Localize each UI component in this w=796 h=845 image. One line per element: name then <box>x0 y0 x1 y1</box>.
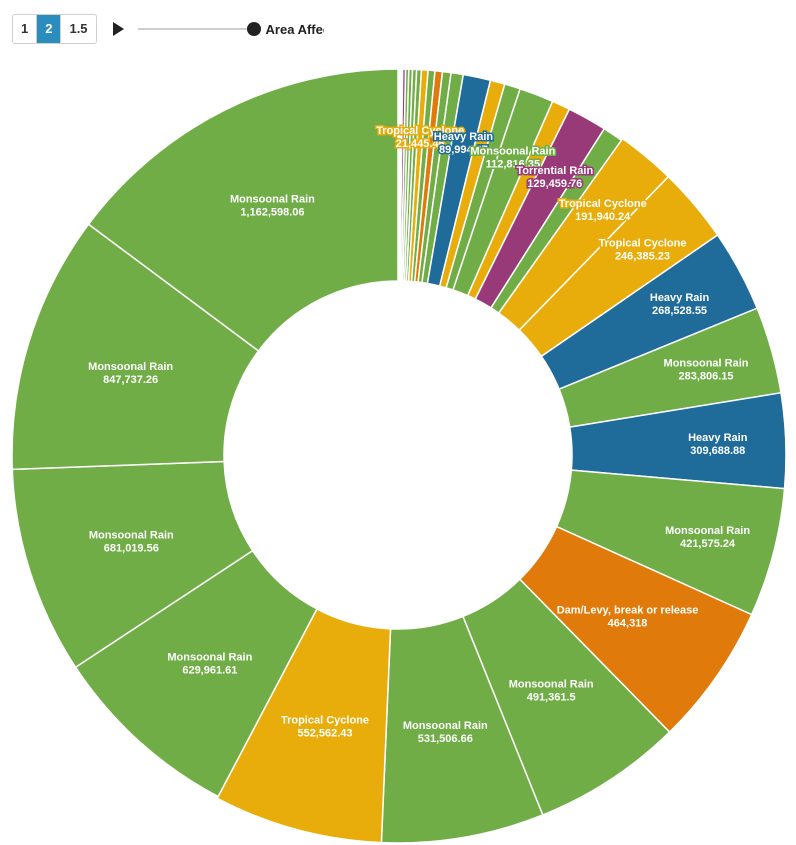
slice-label-25: Heavy Rain 309,688.88 <box>688 432 748 457</box>
slice-label-26: Monsoonal Rain 421,575.24 <box>665 525 750 550</box>
slice-34[interactable] <box>87 68 399 353</box>
timeline-slider[interactable] <box>137 22 261 36</box>
slice-label-30: Tropical Cyclone 552,562.43 <box>281 714 369 739</box>
speed-button-group: 1 2 1.5 <box>12 14 97 44</box>
slice-layer <box>11 68 787 844</box>
slice-label-31: Monsoonal Rain 629,961.61 <box>167 651 252 676</box>
slice-label-14: Heavy Rain 89,994.67 <box>434 131 494 156</box>
slice-label-32: Monsoonal Rain 681,019.56 <box>89 529 174 554</box>
speed-button-2[interactable]: 2 <box>37 15 62 43</box>
play-icon[interactable] <box>112 22 124 36</box>
slice-label-34: Monsoonal Rain 1,162,598.06 <box>230 194 315 219</box>
slice-30[interactable] <box>216 607 392 844</box>
slice-label-28: Monsoonal Rain 491,361.5 <box>509 678 594 703</box>
slice-label-19: Torrential Rain 129,459.76 <box>516 165 593 190</box>
controls-bar: 1 2 1.5 Area Affected <box>12 14 324 44</box>
slider-label: Area Affected <box>265 21 324 37</box>
slice-label-17: Monsoonal Rain 112,816.35 <box>470 145 555 170</box>
slice-label-24: Monsoonal Rain 283,806.15 <box>664 357 749 382</box>
speed-button-1-5[interactable]: 1.5 <box>61 15 96 43</box>
slice-33[interactable] <box>11 223 260 471</box>
slice-label-27: Dam/Levy, break or release 464,318 <box>557 604 699 629</box>
slider-handle[interactable] <box>246 22 261 36</box>
slice-label-33: Monsoonal Rain 847,737.26 <box>88 361 173 386</box>
slice-label-29: Monsoonal Rain 531,506.66 <box>403 720 488 745</box>
slice-label-23: Heavy Rain 268,528.55 <box>650 292 710 317</box>
slice-label-22: Tropical Cyclone 246,385.23 <box>598 238 686 263</box>
slice-label-9: Tropical Cyclone 21,445.46 <box>376 125 464 150</box>
speed-button-1[interactable]: 1 <box>13 15 38 43</box>
slice-label-21: Tropical Cyclone 191,940.24 <box>559 198 647 223</box>
